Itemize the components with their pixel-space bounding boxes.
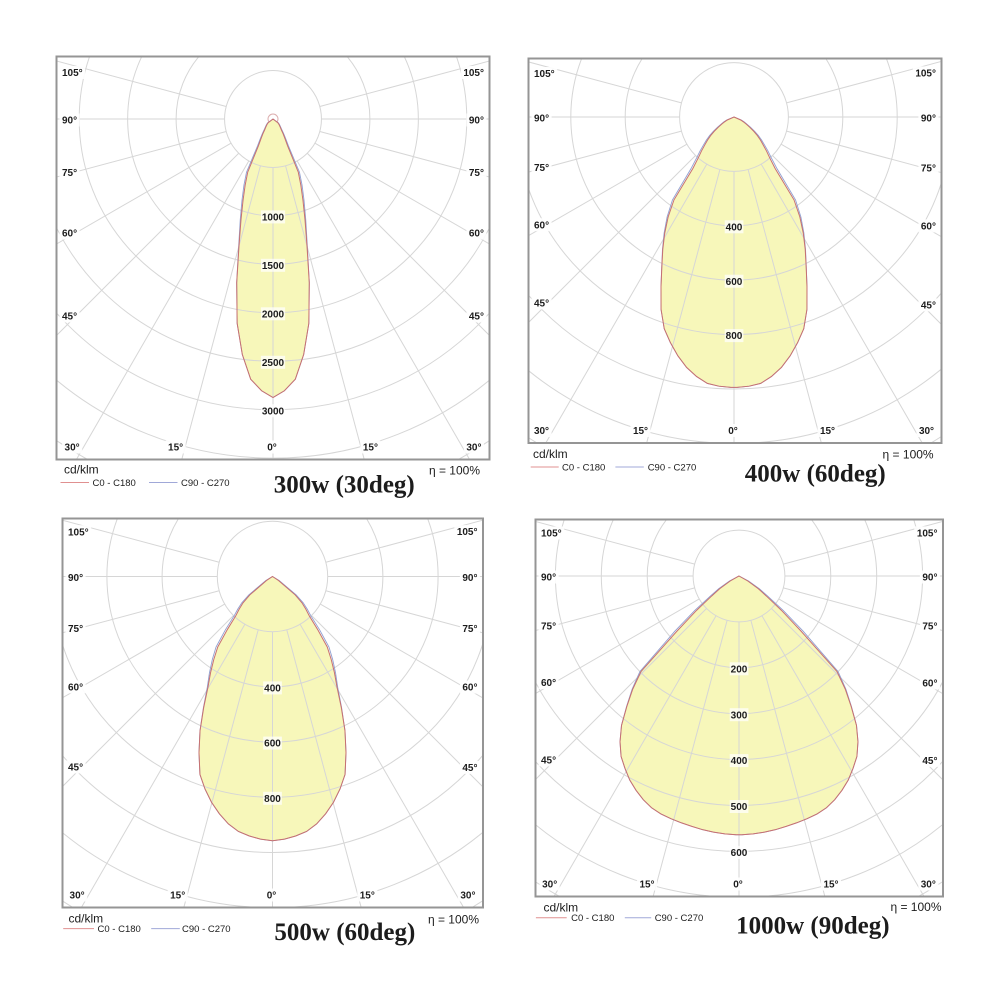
svg-text:1500: 1500 bbox=[262, 261, 285, 272]
svg-text:105°: 105° bbox=[68, 527, 89, 538]
svg-text:90°: 90° bbox=[68, 573, 83, 584]
svg-text:30°: 30° bbox=[65, 443, 80, 454]
svg-text:90°: 90° bbox=[469, 116, 484, 127]
svg-text:60°: 60° bbox=[68, 682, 83, 693]
svg-text:60°: 60° bbox=[541, 678, 556, 689]
svg-text:90°: 90° bbox=[922, 572, 937, 583]
svg-text:C90 - C270: C90 - C270 bbox=[182, 924, 231, 935]
svg-text:90°: 90° bbox=[921, 114, 936, 125]
svg-text:60°: 60° bbox=[534, 220, 549, 231]
svg-text:1000: 1000 bbox=[262, 213, 285, 224]
svg-text:300: 300 bbox=[730, 710, 747, 721]
svg-text:800: 800 bbox=[726, 331, 743, 342]
svg-text:15°: 15° bbox=[170, 891, 185, 902]
svg-text:600: 600 bbox=[730, 848, 747, 859]
svg-text:105°: 105° bbox=[463, 68, 484, 79]
svg-text:45°: 45° bbox=[534, 299, 549, 310]
svg-text:η = 100%: η = 100% bbox=[428, 912, 479, 926]
svg-text:45°: 45° bbox=[462, 763, 477, 774]
svg-text:90°: 90° bbox=[62, 116, 77, 127]
svg-text:60°: 60° bbox=[462, 683, 477, 694]
svg-text:500w (60deg): 500w (60deg) bbox=[274, 919, 415, 946]
svg-text:0°: 0° bbox=[728, 426, 738, 437]
svg-text:15°: 15° bbox=[823, 879, 838, 890]
svg-text:75°: 75° bbox=[921, 164, 936, 175]
svg-text:90°: 90° bbox=[541, 572, 556, 583]
svg-text:60°: 60° bbox=[62, 229, 77, 240]
svg-text:90°: 90° bbox=[534, 114, 549, 125]
svg-text:600: 600 bbox=[726, 277, 743, 288]
svg-text:2000: 2000 bbox=[262, 309, 285, 320]
svg-text:45°: 45° bbox=[921, 301, 936, 312]
svg-text:800: 800 bbox=[264, 794, 281, 805]
svg-text:30°: 30° bbox=[70, 891, 85, 902]
svg-text:30°: 30° bbox=[460, 891, 475, 902]
svg-text:1000w (90deg): 1000w (90deg) bbox=[736, 912, 889, 939]
svg-text:C0 - C180: C0 - C180 bbox=[98, 924, 141, 935]
svg-text:75°: 75° bbox=[462, 624, 477, 635]
svg-text:75°: 75° bbox=[541, 621, 556, 632]
svg-text:300w (30deg): 300w (30deg) bbox=[274, 472, 415, 499]
svg-text:75°: 75° bbox=[534, 163, 549, 174]
svg-text:45°: 45° bbox=[68, 763, 83, 774]
svg-text:400: 400 bbox=[730, 756, 747, 767]
svg-text:cd/klm: cd/klm bbox=[543, 900, 578, 914]
svg-text:90°: 90° bbox=[462, 573, 477, 584]
svg-text:400w (60deg): 400w (60deg) bbox=[745, 461, 886, 488]
svg-text:η = 100%: η = 100% bbox=[890, 899, 941, 913]
svg-text:C90 - C270: C90 - C270 bbox=[648, 462, 697, 473]
svg-text:3000: 3000 bbox=[262, 406, 285, 417]
svg-text:15°: 15° bbox=[633, 426, 648, 437]
svg-text:105°: 105° bbox=[534, 69, 555, 80]
svg-text:45°: 45° bbox=[922, 756, 937, 767]
svg-text:cd/klm: cd/klm bbox=[64, 462, 99, 476]
svg-text:0°: 0° bbox=[267, 891, 277, 902]
svg-text:15°: 15° bbox=[639, 879, 654, 890]
svg-text:15°: 15° bbox=[168, 443, 183, 454]
svg-text:75°: 75° bbox=[68, 624, 83, 635]
svg-text:15°: 15° bbox=[820, 426, 835, 437]
svg-text:η = 100%: η = 100% bbox=[883, 448, 934, 462]
svg-text:30°: 30° bbox=[920, 879, 935, 890]
svg-text:45°: 45° bbox=[469, 312, 484, 323]
svg-text:0°: 0° bbox=[733, 879, 743, 890]
svg-text:105°: 105° bbox=[916, 528, 937, 539]
svg-text:105°: 105° bbox=[457, 527, 478, 538]
svg-text:2500: 2500 bbox=[262, 358, 285, 369]
svg-text:C90 - C270: C90 - C270 bbox=[181, 478, 230, 489]
svg-text:60°: 60° bbox=[921, 222, 936, 233]
svg-text:45°: 45° bbox=[62, 312, 77, 323]
svg-text:30°: 30° bbox=[466, 443, 481, 454]
svg-text:cd/klm: cd/klm bbox=[533, 447, 568, 461]
svg-text:400: 400 bbox=[264, 684, 281, 695]
svg-text:200: 200 bbox=[730, 664, 747, 675]
svg-text:C0 - C180: C0 - C180 bbox=[571, 913, 614, 924]
svg-text:C0 - C180: C0 - C180 bbox=[93, 478, 136, 489]
svg-text:15°: 15° bbox=[363, 443, 378, 454]
svg-text:15°: 15° bbox=[360, 891, 375, 902]
svg-text:600: 600 bbox=[264, 739, 281, 750]
svg-text:75°: 75° bbox=[62, 168, 77, 179]
svg-text:60°: 60° bbox=[922, 678, 937, 689]
svg-text:75°: 75° bbox=[469, 168, 484, 179]
svg-text:η = 100%: η = 100% bbox=[429, 463, 480, 477]
svg-text:30°: 30° bbox=[534, 426, 549, 437]
svg-text:75°: 75° bbox=[922, 621, 937, 632]
svg-text:45°: 45° bbox=[541, 755, 556, 766]
svg-text:60°: 60° bbox=[469, 229, 484, 240]
svg-text:400: 400 bbox=[726, 222, 743, 233]
svg-text:105°: 105° bbox=[62, 68, 83, 79]
svg-text:30°: 30° bbox=[542, 879, 557, 890]
svg-text:cd/klm: cd/klm bbox=[69, 911, 104, 925]
svg-text:C0 - C180: C0 - C180 bbox=[562, 462, 605, 473]
svg-text:500: 500 bbox=[730, 802, 747, 813]
svg-text:105°: 105° bbox=[541, 528, 562, 539]
svg-text:105°: 105° bbox=[915, 69, 936, 80]
svg-text:0°: 0° bbox=[267, 443, 277, 454]
svg-text:30°: 30° bbox=[919, 426, 934, 437]
svg-text:C90 - C270: C90 - C270 bbox=[654, 913, 703, 924]
